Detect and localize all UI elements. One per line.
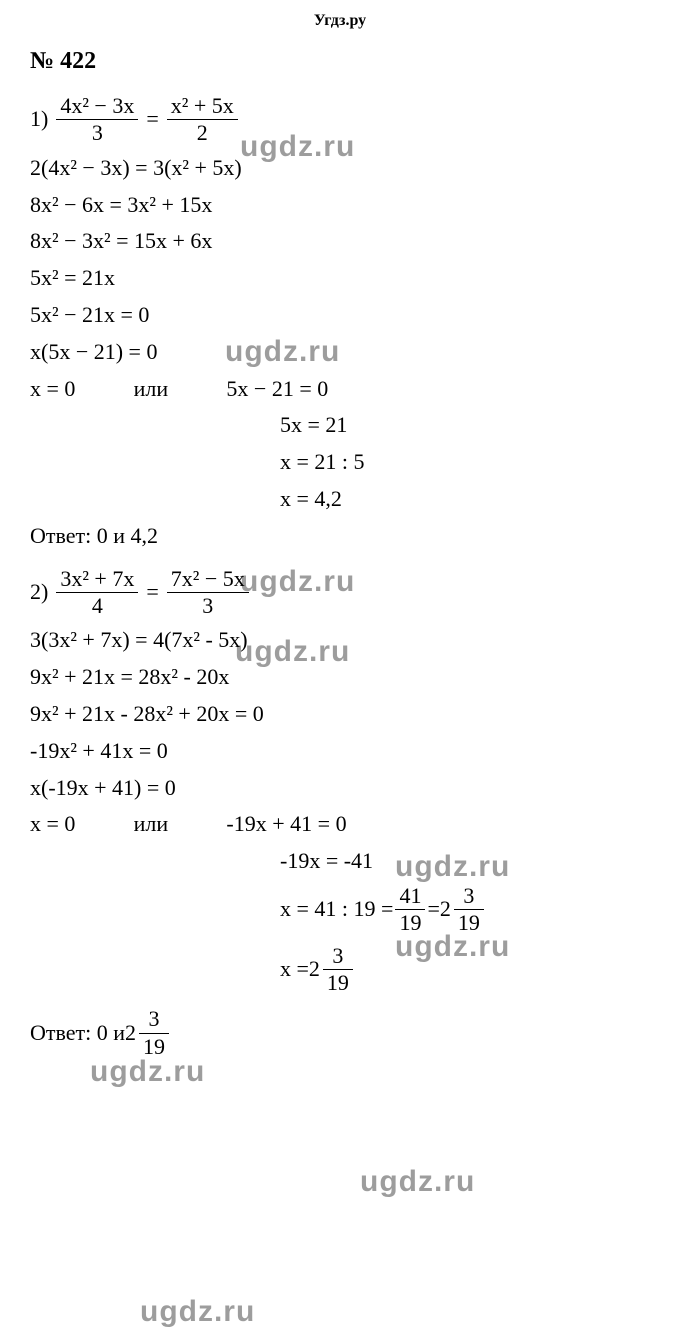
step: 9x² + 21x - 28x² + 20x = 0 xyxy=(30,699,650,730)
text: x = xyxy=(280,954,309,985)
numerator: 41 xyxy=(395,883,425,910)
fraction: 3x² + 7x 4 xyxy=(56,566,138,620)
numerator: 3x² + 7x xyxy=(56,566,138,593)
step: 5x² = 21x xyxy=(30,263,650,294)
denominator: 19 xyxy=(395,910,425,936)
step: -19x² + 41x = 0 xyxy=(30,736,650,767)
step: 9x² + 21x = 28x² - 20x xyxy=(30,662,650,693)
step: 5x² − 21x = 0 xyxy=(30,300,650,331)
fraction: 3 19 xyxy=(139,1006,169,1060)
step-split: x = 0 или 5x − 21 = 0 xyxy=(30,374,650,405)
answer-2: Ответ: 0 и 2 3 19 xyxy=(30,1006,650,1060)
site-header: Угдз.ру xyxy=(30,12,650,30)
or-word: или xyxy=(81,809,221,840)
whole: 2 xyxy=(125,1018,136,1049)
denominator: 3 xyxy=(56,120,138,146)
numerator: 7x² − 5x xyxy=(167,566,249,593)
part1-label: 1) xyxy=(30,104,48,135)
branch-left: x = 0 xyxy=(30,376,75,401)
branch-left: x = 0 xyxy=(30,811,75,836)
part1-equation: 1) 4x² − 3x 3 = x² + 5x 2 xyxy=(30,93,650,147)
equals: = xyxy=(146,104,158,135)
step-fraction: x = 2 3 19 xyxy=(280,943,650,997)
fraction: x² + 5x 2 xyxy=(167,93,238,147)
mixed-number: 2 3 19 xyxy=(309,943,355,997)
step: 8x² − 6x = 3x² + 15x xyxy=(30,190,650,221)
denominator: 3 xyxy=(167,593,249,619)
step: -19x = -41 xyxy=(280,846,650,877)
denominator: 19 xyxy=(454,910,484,936)
step: x(-19x + 41) = 0 xyxy=(30,773,650,804)
watermark: ugdz.ru xyxy=(140,1295,255,1329)
step-split: x = 0 или -19x + 41 = 0 xyxy=(30,809,650,840)
answer-text: Ответ: 0 и xyxy=(30,1018,125,1049)
step: 5x = 21 xyxy=(280,410,650,441)
mixed-number: 2 3 19 xyxy=(440,883,486,937)
step: x(5x − 21) = 0 xyxy=(30,337,650,368)
watermark: ugdz.ru xyxy=(360,1165,475,1199)
text: x = 41 : 19 = xyxy=(280,894,393,925)
step: x = 4,2 xyxy=(280,484,650,515)
fraction: 3 19 xyxy=(454,883,484,937)
branch-right: 5x − 21 = 0 xyxy=(226,376,328,401)
denominator: 19 xyxy=(139,1034,169,1060)
denominator: 4 xyxy=(56,593,138,619)
branch-right: -19x + 41 = 0 xyxy=(226,811,346,836)
fraction: 4x² − 3x 3 xyxy=(56,93,138,147)
mixed-number: 2 3 19 xyxy=(125,1006,171,1060)
step: 8x² − 3x² = 15x + 6x xyxy=(30,226,650,257)
step-fraction: x = 41 : 19 = 41 19 = 2 3 19 xyxy=(280,883,650,937)
numerator: 3 xyxy=(323,943,353,970)
part2-equation: 2) 3x² + 7x 4 = 7x² − 5x 3 xyxy=(30,566,650,620)
or-word: или xyxy=(81,374,221,405)
denominator: 2 xyxy=(167,120,238,146)
numerator: x² + 5x xyxy=(167,93,238,120)
numerator: 3 xyxy=(454,883,484,910)
numerator: 3 xyxy=(139,1006,169,1033)
whole: 2 xyxy=(309,954,320,985)
answer-1: Ответ: 0 и 4,2 xyxy=(30,521,650,552)
equals: = xyxy=(146,577,158,608)
step: 3(3x² + 7x) = 4(7x² - 5x) xyxy=(30,625,650,656)
problem-number: № 422 xyxy=(30,48,650,75)
fraction: 3 19 xyxy=(323,943,353,997)
fraction: 41 19 xyxy=(395,883,425,937)
denominator: 19 xyxy=(323,970,353,996)
part2-label: 2) xyxy=(30,577,48,608)
fraction: 7x² − 5x 3 xyxy=(167,566,249,620)
whole: 2 xyxy=(440,894,451,925)
numerator: 4x² − 3x xyxy=(56,93,138,120)
equals: = xyxy=(427,894,439,925)
step: x = 21 : 5 xyxy=(280,447,650,478)
step: 2(4x² − 3x) = 3(x² + 5x) xyxy=(30,153,650,184)
